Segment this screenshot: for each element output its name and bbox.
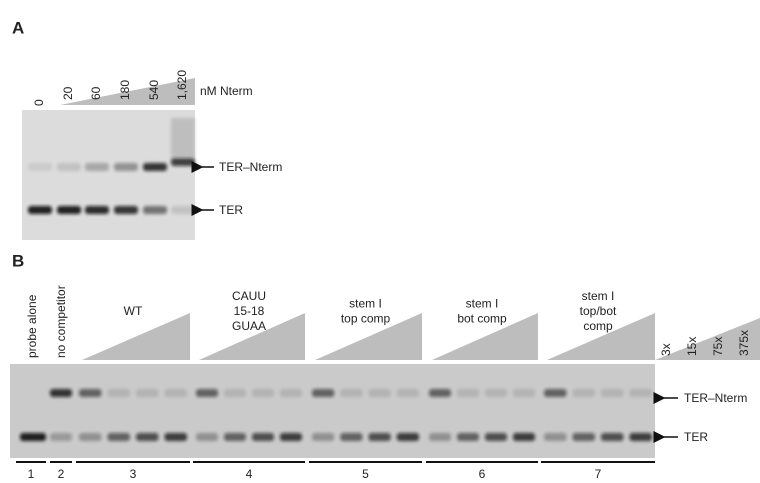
gel-band — [143, 206, 167, 214]
gel-band — [85, 163, 109, 171]
rotated-label: 3x — [659, 343, 673, 356]
rotated-label: 1,620 — [175, 70, 189, 100]
gel-band — [171, 158, 195, 166]
rotated-label: 540 — [147, 80, 161, 100]
gel-band — [28, 206, 52, 214]
figure: A nM Nterm TER–Nterm TER B TER–Nterm TER… — [0, 0, 760, 483]
gradient-triangle — [82, 313, 190, 360]
group-label: WT — [124, 304, 143, 318]
gel-band — [280, 389, 302, 397]
band-label: TER — [219, 203, 243, 217]
band-label: TER–Nterm — [219, 160, 282, 174]
group-label: comp — [583, 319, 613, 333]
lane-number: 7 — [595, 467, 602, 481]
panel-label: B — [12, 251, 24, 270]
rotated-label: 375x — [737, 330, 751, 356]
gel-band — [340, 389, 362, 397]
rotated-label: 180 — [118, 80, 132, 100]
gel-b — [10, 364, 655, 458]
gel-band — [171, 206, 195, 214]
gel-band — [280, 433, 302, 441]
gel-band — [50, 433, 72, 441]
gel-band — [57, 163, 81, 171]
group-label: top comp — [341, 312, 391, 326]
band-label: TER–Nterm — [684, 391, 747, 405]
lane-number: 3 — [130, 467, 137, 481]
group-label: CAUU — [232, 289, 266, 303]
gel-a — [22, 110, 195, 240]
rotated-label: no competitor — [54, 285, 68, 358]
gel-band — [57, 206, 81, 214]
gel-band — [108, 433, 131, 441]
gel-band — [485, 389, 507, 397]
gel-band — [224, 433, 246, 441]
gel-band — [224, 389, 246, 397]
gel-band — [340, 433, 362, 441]
rotated-label: probe alone — [25, 294, 39, 358]
gel-band — [196, 433, 218, 441]
gel-smear — [171, 118, 195, 158]
group-label: stem I — [466, 297, 499, 311]
gel-band — [79, 433, 102, 441]
gel-band — [369, 389, 391, 397]
gel-band — [165, 433, 188, 441]
gel-band — [252, 433, 274, 441]
group-label: top/bot — [580, 304, 617, 318]
gel-band — [85, 206, 109, 214]
gel-band — [630, 433, 653, 441]
gel-band — [630, 389, 653, 397]
gel-band — [165, 389, 188, 397]
lane-number: 2 — [58, 467, 65, 481]
gel-band — [369, 433, 391, 441]
lane-number: 4 — [246, 467, 253, 481]
gel-band — [397, 389, 419, 397]
gel-band — [513, 433, 535, 441]
gel-band — [601, 433, 624, 441]
gel-band — [397, 433, 419, 441]
rotated-label: 15x — [685, 337, 699, 356]
gel-band — [114, 163, 138, 171]
gel-band — [513, 389, 535, 397]
gel-band — [136, 433, 159, 441]
gel-band — [143, 163, 167, 171]
group-label: bot comp — [457, 312, 507, 326]
gel-band — [196, 389, 218, 397]
gel-band — [601, 389, 624, 397]
lane-number: 5 — [362, 467, 369, 481]
gel-band — [485, 433, 507, 441]
unit-label: nM Nterm — [200, 84, 253, 98]
gel-band — [429, 433, 451, 441]
rotated-label: 60 — [89, 86, 103, 100]
gel-band — [457, 433, 479, 441]
gel-band — [457, 389, 479, 397]
gel-band — [573, 433, 596, 441]
group-label: 15-18 — [234, 304, 265, 318]
group-label: stem I — [582, 289, 615, 303]
gel-band — [429, 389, 451, 397]
group-label: GUAA — [232, 319, 266, 333]
band-label: TER — [684, 430, 708, 444]
gel-band — [573, 389, 596, 397]
group-label: stem I — [349, 297, 382, 311]
gel-band — [50, 389, 72, 397]
gel-band — [312, 389, 334, 397]
gel-band — [108, 389, 131, 397]
rotated-label: 75x — [711, 337, 725, 356]
gel-band — [544, 389, 567, 397]
rotated-label: 20 — [61, 86, 75, 100]
lane-number: 6 — [479, 467, 486, 481]
gel-band — [79, 389, 102, 397]
gel-band — [312, 433, 334, 441]
gel-band — [136, 389, 159, 397]
lane-number: 1 — [28, 467, 35, 481]
gel-band — [28, 163, 52, 171]
rotated-label: 0 — [32, 99, 46, 106]
gel-band — [114, 206, 138, 214]
gel-band — [544, 433, 567, 441]
gel-band — [20, 433, 46, 441]
gel-band — [252, 389, 274, 397]
panel-label: A — [12, 18, 24, 37]
